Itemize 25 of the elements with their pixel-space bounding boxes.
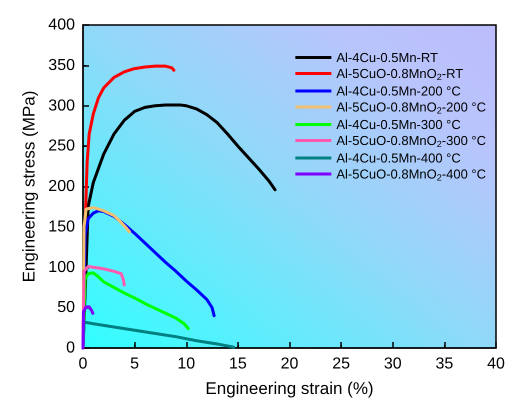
x-tick-label: 10 [177, 356, 196, 372]
y-tick-label: 350 [48, 56, 76, 74]
legend-label: Al-4Cu-0.5Mn-RT [336, 50, 438, 65]
y-tick-label: 200 [48, 178, 76, 195]
x-tick-label: 40 [487, 356, 505, 372]
x-tick-label: 30 [384, 356, 402, 372]
legend-label: Al-4Cu-0.5Mn-300 °C [336, 117, 461, 132]
line-series [82, 305, 94, 350]
y-tick-label: 400 [48, 16, 76, 34]
y-tick-label: 150 [48, 218, 76, 236]
x-tick-label: 15 [228, 356, 247, 372]
x-tick-label: 20 [280, 356, 298, 372]
x-tick-label: 0 [78, 356, 88, 372]
y-tick-label: 300 [48, 97, 76, 114]
legend-label: Al-4Cu-0.5Mn-200 °C [336, 84, 461, 98]
y-axis-title: Engineering stress (MPa) [19, 90, 38, 282]
x-axis-title: Engineering strain (%) [205, 379, 374, 398]
y-tick-label: 250 [48, 138, 76, 155]
y-tick-label: 0 [66, 340, 76, 356]
x-tick-label: 35 [435, 356, 454, 372]
y-tick-label: 50 [57, 299, 76, 316]
x-tick-label: 5 [130, 356, 140, 372]
y-tick-label: 100 [48, 258, 76, 276]
legend-label: Al-4Cu-0.5Mn-400 °C [336, 150, 461, 166]
x-tick-label: 25 [332, 356, 350, 372]
